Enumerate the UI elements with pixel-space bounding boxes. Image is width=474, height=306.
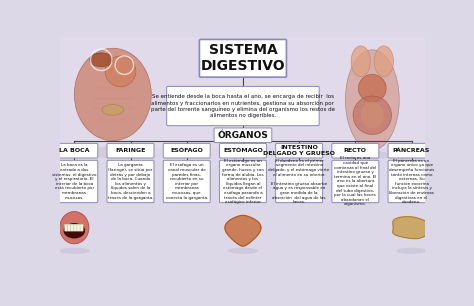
- Polygon shape: [225, 215, 261, 246]
- Text: PÁNCREAS: PÁNCREAS: [393, 148, 430, 153]
- FancyBboxPatch shape: [51, 144, 98, 158]
- FancyBboxPatch shape: [388, 144, 435, 158]
- Text: El recto es una
cavidad que
comienza al final del
intestino grueso y
termina en : El recto es una cavidad que comienza al …: [334, 156, 376, 207]
- Text: RECTO: RECTO: [344, 148, 367, 153]
- FancyBboxPatch shape: [64, 224, 68, 231]
- FancyBboxPatch shape: [214, 128, 272, 143]
- FancyBboxPatch shape: [219, 144, 266, 158]
- Text: ESTÓMAGO: ESTÓMAGO: [223, 148, 263, 153]
- Ellipse shape: [351, 151, 393, 159]
- Text: ÓRGANOS: ÓRGANOS: [218, 131, 268, 140]
- Text: SISTEMA
DIGESTIVO: SISTEMA DIGESTIVO: [201, 43, 285, 73]
- Ellipse shape: [90, 53, 113, 67]
- FancyBboxPatch shape: [80, 224, 83, 231]
- FancyBboxPatch shape: [167, 86, 319, 126]
- FancyBboxPatch shape: [77, 224, 80, 231]
- Ellipse shape: [396, 248, 427, 254]
- Ellipse shape: [64, 223, 85, 238]
- Ellipse shape: [60, 211, 89, 244]
- Ellipse shape: [351, 46, 370, 77]
- Text: Se entiende desde la boca hasta el ano, se encarga de recibir  los
alimentos y f: Se entiende desde la boca hasta el ano, …: [151, 94, 335, 118]
- Text: El estómago es un
órgano muscular
grande, hueco y con
forma de alubia. Los
alime: El estómago es un órgano muscular grande…: [222, 159, 264, 204]
- FancyBboxPatch shape: [163, 144, 210, 158]
- FancyBboxPatch shape: [107, 144, 154, 158]
- Circle shape: [105, 56, 136, 87]
- FancyBboxPatch shape: [276, 160, 323, 203]
- Polygon shape: [393, 217, 437, 239]
- FancyBboxPatch shape: [51, 160, 98, 203]
- FancyBboxPatch shape: [200, 39, 286, 77]
- FancyBboxPatch shape: [61, 37, 425, 148]
- Text: El esófago es un
canal muscular de
paredes finas,
recubierto en su
interior por
: El esófago es un canal muscular de pared…: [165, 163, 208, 200]
- FancyBboxPatch shape: [332, 144, 379, 158]
- Ellipse shape: [353, 96, 392, 135]
- FancyBboxPatch shape: [71, 224, 74, 231]
- Text: El páncreas es un
órgano único ya que
desempeña funciones
tanto internas como
ex: El páncreas es un órgano único ya que de…: [389, 159, 434, 204]
- Ellipse shape: [374, 46, 393, 77]
- Text: LA BOCA: LA BOCA: [59, 148, 90, 153]
- FancyBboxPatch shape: [219, 160, 266, 203]
- Text: INTESTINO
DELGADO Y GRUESO: INTESTINO DELGADO Y GRUESO: [263, 145, 335, 156]
- FancyBboxPatch shape: [332, 160, 379, 203]
- Ellipse shape: [346, 50, 399, 150]
- FancyBboxPatch shape: [276, 144, 323, 158]
- Text: El duodeno es el primer
segmento del intestino
delgado, y el estómago vierte
el : El duodeno es el primer segmento del int…: [268, 159, 330, 204]
- Text: La garganta
(faringe), se sitúa por
detrás y por debajo
de la boca. Cuando
los a: La garganta (faringe), se sitúa por detr…: [108, 163, 153, 200]
- Text: ESÓFAGO: ESÓFAGO: [170, 148, 203, 153]
- Ellipse shape: [361, 102, 384, 129]
- Ellipse shape: [59, 248, 90, 254]
- Ellipse shape: [82, 147, 144, 158]
- FancyBboxPatch shape: [74, 224, 77, 231]
- FancyBboxPatch shape: [388, 160, 435, 203]
- Ellipse shape: [228, 248, 258, 254]
- FancyBboxPatch shape: [68, 224, 71, 231]
- Text: La boca es la
entrada a dos
sistemas: el digestivo
y el respiratorio. El
interio: La boca es la entrada a dos sistemas: el…: [52, 163, 97, 200]
- Circle shape: [358, 74, 386, 102]
- Ellipse shape: [102, 104, 124, 115]
- FancyBboxPatch shape: [107, 160, 154, 203]
- Ellipse shape: [74, 48, 151, 141]
- Text: FARINGE: FARINGE: [115, 148, 146, 153]
- FancyBboxPatch shape: [163, 160, 210, 203]
